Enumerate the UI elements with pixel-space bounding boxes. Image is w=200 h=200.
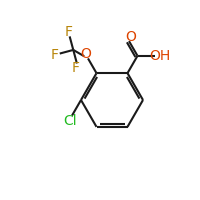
Text: O: O bbox=[80, 47, 91, 61]
Text: O: O bbox=[126, 30, 136, 44]
Text: OH: OH bbox=[149, 49, 171, 63]
Text: F: F bbox=[51, 48, 59, 62]
Text: Cl: Cl bbox=[64, 114, 77, 128]
Text: F: F bbox=[65, 25, 73, 39]
Text: F: F bbox=[72, 61, 80, 75]
